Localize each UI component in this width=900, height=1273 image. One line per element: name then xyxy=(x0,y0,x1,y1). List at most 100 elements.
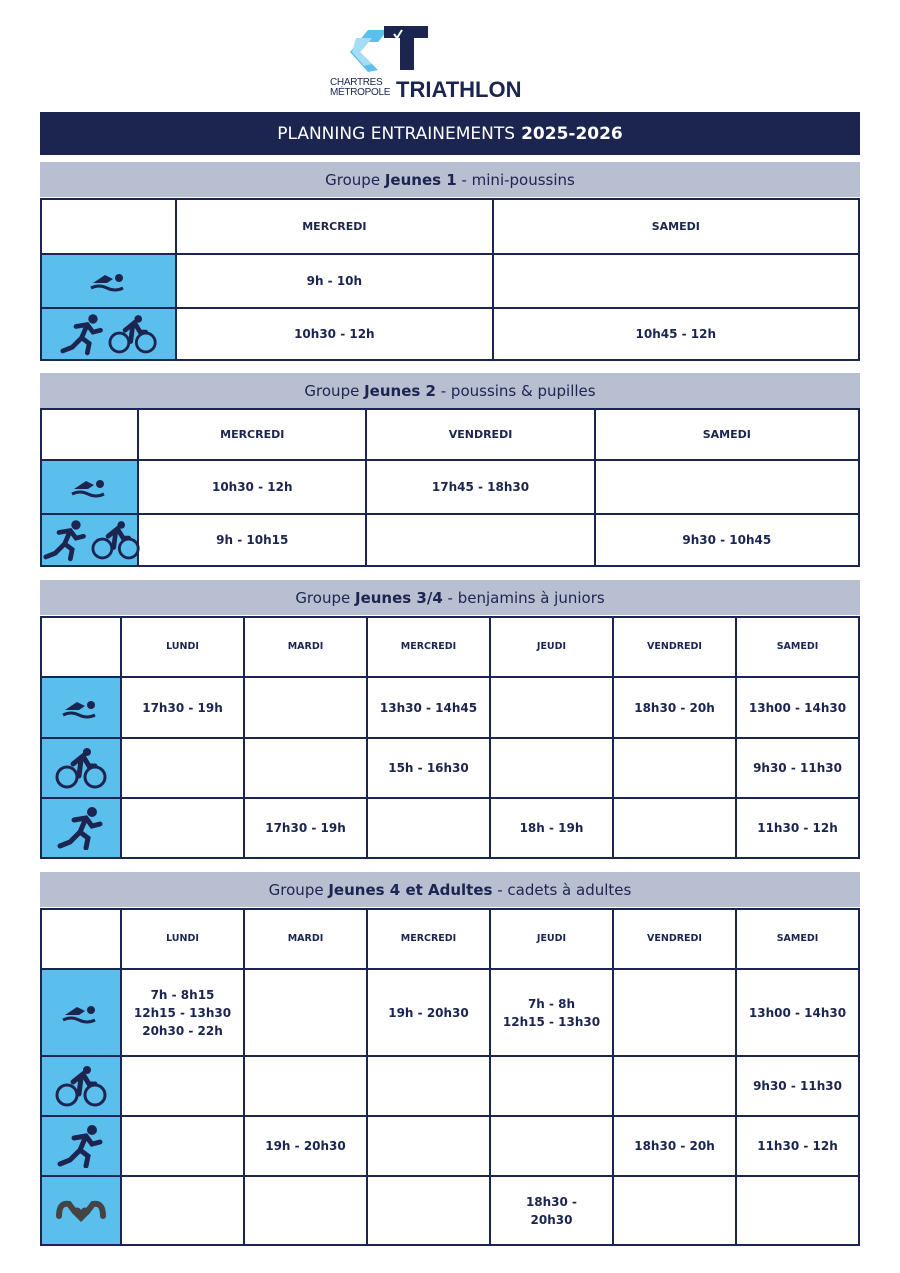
run-bike-icon xyxy=(39,513,140,567)
time-cell: 9h30 - 11h30 xyxy=(735,1055,860,1117)
time-cell: 19h - 20h30 xyxy=(243,1115,368,1177)
time-cell xyxy=(243,1175,368,1246)
group-name: Jeunes 2 xyxy=(364,381,436,400)
time-cell xyxy=(243,968,368,1057)
group-name: Jeunes 3/4 xyxy=(354,588,443,607)
time-cell xyxy=(612,797,737,859)
schedule-table: MERCREDI SAMEDI 9h - 10h 10h30 - 12h 10h45 -… xyxy=(39,198,861,361)
time-cell xyxy=(120,737,245,799)
day-header: SAMEDI xyxy=(735,616,860,678)
group-name: Jeunes 1 xyxy=(384,170,457,189)
table-row: 17h30 - 19h 13h30 - 14h45 18h30 - 20h 13h00… xyxy=(40,676,860,739)
time-cell: 10h30 - 12h xyxy=(137,459,368,515)
time-cell: 15h - 16h30 xyxy=(366,737,491,799)
group-header: Groupe Jeunes 3/4 - benjamins à juniors xyxy=(40,580,860,615)
table-header-row: MERCREDI SAMEDI xyxy=(39,198,861,255)
time-cell xyxy=(593,459,861,515)
corner-cell xyxy=(40,908,122,970)
swim-icon xyxy=(39,459,140,515)
logo-subtitle: CHARTRES MÉTROPOLE xyxy=(330,77,391,98)
time-cell xyxy=(366,797,491,859)
group-suffix: - cadets à adultes xyxy=(492,880,632,899)
swim-icon xyxy=(40,676,122,739)
group-suffix: - poussins & pupilles xyxy=(435,381,596,400)
table-header-row: MERCREDI VENDREDI SAMEDI xyxy=(39,408,861,461)
day-header: MARDI xyxy=(243,908,368,970)
group-prefix: Groupe xyxy=(268,880,329,899)
day-header: MERCREDI xyxy=(175,198,494,255)
corner-cell xyxy=(39,408,140,461)
logo: CHARTRES MÉTROPOLE TRIATHLON xyxy=(328,22,540,102)
time-cell xyxy=(612,968,737,1057)
group-prefix: Groupe xyxy=(325,170,385,189)
group-prefix: Groupe xyxy=(304,381,365,400)
group-header: Groupe Jeunes 4 et Adultes - cadets à ad… xyxy=(40,872,860,907)
bike-icon xyxy=(40,737,122,799)
time-cell: 18h - 19h xyxy=(489,797,614,859)
time-cell: 13h30 - 14h45 xyxy=(366,676,491,739)
day-header: VENDREDI xyxy=(365,408,596,461)
group-header: Groupe Jeunes 2 - poussins & pupilles xyxy=(40,373,860,408)
time-cell: 9h30 - 11h30 xyxy=(735,737,860,799)
time-cell xyxy=(612,1055,737,1117)
time-cell xyxy=(120,1115,245,1177)
group-suffix: - benjamins à juniors xyxy=(442,588,605,607)
swim-icon xyxy=(40,968,122,1057)
table-row: 17h30 - 19h 18h - 19h 11h30 - 12h xyxy=(40,797,860,859)
table-row: 9h - 10h xyxy=(39,253,861,309)
table-row: 7h - 8h15 12h15 - 13h30 20h30 - 22h 19h -… xyxy=(40,968,860,1057)
day-header: MERCREDI xyxy=(366,616,491,678)
day-header: LUNDI xyxy=(120,908,245,970)
time-cell: 10h45 - 12h xyxy=(491,307,861,361)
title-year: 2025-2026 xyxy=(521,123,623,144)
logo-brand: TRIATHLON xyxy=(396,77,522,102)
time-cell: 9h - 10h xyxy=(175,253,494,309)
day-header: JEUDI xyxy=(489,616,614,678)
time-cell: 18h30 - 20h xyxy=(612,676,737,739)
time-cell: 17h30 - 19h xyxy=(243,797,368,859)
run-icon xyxy=(40,1115,122,1177)
time-cell xyxy=(243,676,368,739)
run-icon xyxy=(40,797,122,859)
corner-cell xyxy=(40,616,122,678)
logo-mark-icon xyxy=(350,26,428,72)
time-cell: 13h00 - 14h30 xyxy=(735,968,860,1057)
title-text: PLANNING ENTRAINEMENTS xyxy=(277,123,516,144)
group-suffix: - mini-poussins xyxy=(456,170,575,189)
bike-icon xyxy=(40,1055,122,1117)
table-row: 10h30 - 12h 17h45 - 18h30 xyxy=(39,459,861,515)
time-cell xyxy=(612,737,737,799)
time-cell xyxy=(120,1055,245,1117)
table-row: 9h30 - 11h30 xyxy=(40,1055,860,1117)
time-cell: 11h30 - 12h xyxy=(735,1115,860,1177)
day-header: MARDI xyxy=(243,616,368,678)
time-cell xyxy=(366,1175,491,1246)
table-row: 19h - 20h30 18h30 - 20h 11h30 - 12h xyxy=(40,1115,860,1177)
page-title: PLANNING ENTRAINEMENTS 2025-2026 xyxy=(40,112,860,155)
time-cell: 19h - 20h30 xyxy=(366,968,491,1057)
table-header-row: LUNDI MARDI MERCREDI JEUDI VENDREDI SAMEDI xyxy=(40,616,860,678)
time-cell: 9h30 - 10h45 xyxy=(593,513,861,567)
table-row: 10h30 - 12h 10h45 - 12h xyxy=(39,307,861,361)
group-prefix: Groupe xyxy=(295,588,355,607)
day-header: SAMEDI xyxy=(593,408,861,461)
day-header: SAMEDI xyxy=(491,198,861,255)
time-cell: 18h30 - 20h xyxy=(612,1115,737,1177)
time-cell: 10h30 - 12h xyxy=(175,307,494,361)
day-header: SAMEDI xyxy=(735,908,860,970)
time-cell xyxy=(243,1055,368,1117)
time-cell xyxy=(735,1175,860,1246)
time-cell: 18h30 - 20h30 xyxy=(489,1175,614,1246)
strength-icon xyxy=(40,1175,122,1246)
day-header: VENDREDI xyxy=(612,616,737,678)
day-header: VENDREDI xyxy=(612,908,737,970)
table-row: 18h30 - 20h30 xyxy=(40,1175,860,1246)
swim-icon xyxy=(39,253,178,309)
time-cell xyxy=(489,1055,614,1117)
time-cell xyxy=(120,1175,245,1246)
time-cell xyxy=(120,797,245,859)
table-row: 9h - 10h15 9h30 - 10h45 xyxy=(39,513,861,567)
day-header: MERCREDI xyxy=(137,408,368,461)
time-cell xyxy=(365,513,596,567)
